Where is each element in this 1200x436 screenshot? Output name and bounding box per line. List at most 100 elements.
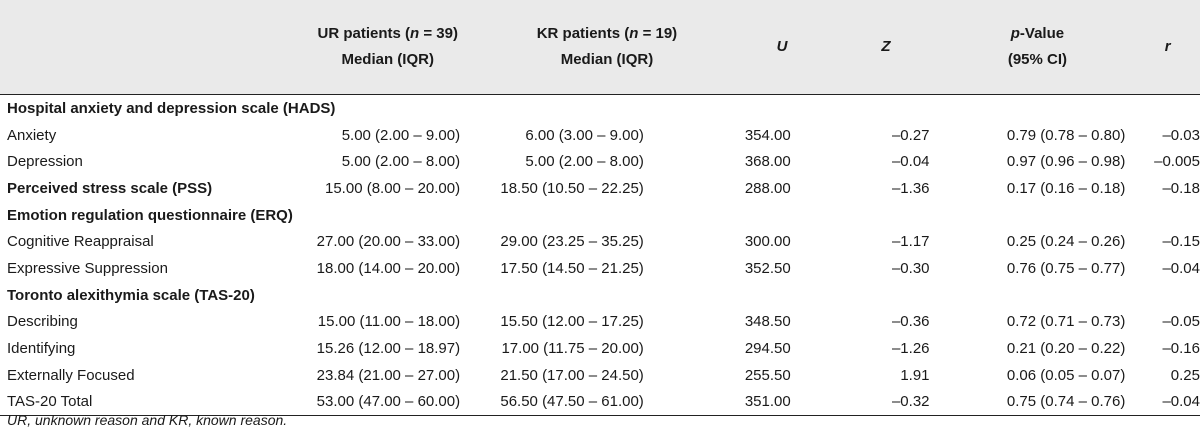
table-row: Cognitive Reappraisal 27.00 (20.00 – 33.0… <box>0 228 1200 255</box>
cell-p: 0.17 (0.16 – 0.18) <box>1006 179 1126 197</box>
cell-u: 288.00 <box>744 179 791 197</box>
table-row: Expressive Suppression 18.00 (14.00 – 20.… <box>0 255 1200 282</box>
cell-r: –0.04 <box>1135 388 1200 417</box>
cell-kr: 18.50 (10.50 – 22.25) <box>500 179 644 197</box>
cell-ur: 18.00 (14.00 – 20.00) <box>316 259 461 277</box>
table-row: Depression 5.00 (2.00 – 8.00) 5.00 (2.00 –… <box>0 148 1200 175</box>
row-label: Perceived stress scale (PSS) <box>7 179 213 197</box>
cell-p: 0.75 (0.74 – 0.76) <box>939 388 1136 417</box>
cell-z: –0.30 <box>891 259 930 277</box>
table-footnote: UR, unknown reason and KR, known reason. <box>7 412 288 428</box>
header-blank <box>0 0 294 95</box>
section-header-row: Emotion regulation questionnaire (ERQ) <box>0 202 1200 229</box>
cell-kr: 15.50 (12.00 – 17.25) <box>500 313 644 331</box>
table-row: TAS-20 Total 53.00 (47.00 – 60.00) 56.50 (… <box>0 388 1200 417</box>
cell-p: 0.97 (0.96 – 0.98) <box>1006 153 1126 171</box>
row-label: Identifying <box>7 340 76 358</box>
header-ur: UR patients (n = 39) Median (IQR) <box>293 0 483 95</box>
section-label: Toronto alexithymia scale (TAS-20) <box>7 286 255 304</box>
cell-u: 255.50 <box>744 366 791 384</box>
cell-p: 0.06 (0.05 – 0.07) <box>1006 366 1126 384</box>
header-ur-n: n <box>410 25 420 42</box>
header-ur-pre: UR patients ( <box>317 25 410 42</box>
cell-kr: 17.50 (14.50 – 21.25) <box>500 259 644 277</box>
cell-p: 0.25 (0.24 – 0.26) <box>1006 233 1126 251</box>
cell-r: –0.18 <box>1162 179 1200 197</box>
cell-u: 368.00 <box>744 153 791 171</box>
cell-u: 348.50 <box>744 313 791 331</box>
table-row: Describing 15.00 (11.00 – 18.00) 15.50 (12… <box>0 309 1200 336</box>
cell-z: –1.26 <box>891 340 930 358</box>
header-ur-sub: Median (IQR) <box>341 51 434 68</box>
cell-ur: 5.00 (2.00 – 8.00) <box>341 153 461 171</box>
header-kr-post: = 19) <box>638 25 678 42</box>
cell-r: –0.05 <box>1162 313 1200 331</box>
cell-z: –0.36 <box>891 313 930 331</box>
cell-ur: 5.00 (2.00 – 9.00) <box>341 126 461 144</box>
section-label: Emotion regulation questionnaire (ERQ) <box>7 206 293 224</box>
row-label: Cognitive Reappraisal <box>7 233 154 251</box>
header-kr: KR patients (n = 19) Median (IQR) <box>482 0 732 95</box>
header-z-label: Z <box>881 38 891 55</box>
table-row: Identifying 15.26 (12.00 – 18.97) 17.00 (1… <box>0 335 1200 362</box>
header-p: p-Value (95% CI) <box>939 0 1136 95</box>
cell-ur: 27.00 (20.00 – 33.00) <box>316 233 461 251</box>
cell-u: 351.00 <box>731 388 833 417</box>
cell-r: –0.16 <box>1162 340 1200 358</box>
cell-p: 0.72 (0.71 – 0.73) <box>1006 313 1126 331</box>
header-p-rest: -Value <box>1019 25 1065 42</box>
cell-ur: 15.00 (11.00 – 18.00) <box>317 313 461 331</box>
cell-ur: 15.00 (8.00 – 20.00) <box>325 179 461 197</box>
cell-r: 0.25 <box>1170 366 1200 384</box>
cell-u: 294.50 <box>744 340 791 358</box>
results-table: UR patients (n = 39) Median (IQR) KR pat… <box>0 0 1200 417</box>
cell-p: 0.21 (0.20 – 0.22) <box>1006 340 1126 358</box>
cell-ur: 23.84 (21.00 – 27.00) <box>316 366 461 384</box>
header-u-label: U <box>776 38 788 55</box>
section-label: Hospital anxiety and depression scale (H… <box>7 99 336 117</box>
cell-kr: 17.00 (11.75 – 20.00) <box>501 340 644 358</box>
cell-z: –0.32 <box>832 388 940 417</box>
cell-z: –1.36 <box>891 179 930 197</box>
cell-r: –0.03 <box>1162 126 1200 144</box>
cell-z: 1.91 <box>900 366 930 384</box>
header-u: U <box>731 0 833 95</box>
table-header-row: UR patients (n = 39) Median (IQR) KR pat… <box>0 0 1200 95</box>
section-header-row: Hospital anxiety and depression scale (H… <box>0 95 1200 122</box>
section-header-row: Toronto alexithymia scale (TAS-20) <box>0 282 1200 309</box>
cell-r: –0.005 <box>1154 153 1200 171</box>
row-label: Depression <box>7 153 83 171</box>
header-p-sub: (95% CI) <box>1007 51 1068 68</box>
row-label: Describing <box>7 313 78 331</box>
header-kr-pre: KR patients ( <box>536 25 630 42</box>
row-label: TAS-20 Total <box>0 388 294 417</box>
cell-ur: 15.26 (12.00 – 18.97) <box>316 340 461 358</box>
cell-kr: 21.50 (17.00 – 24.50) <box>500 366 644 384</box>
header-kr-n: n <box>629 25 639 42</box>
header-z: Z <box>832 0 940 95</box>
header-kr-sub: Median (IQR) <box>560 51 654 68</box>
cell-r: –0.04 <box>1162 259 1200 277</box>
cell-z: –0.27 <box>891 126 930 144</box>
cell-z: –1.17 <box>891 233 930 251</box>
table-row: Perceived stress scale (PSS) 15.00 (8.00 … <box>0 175 1200 202</box>
cell-p: 0.79 (0.78 – 0.80) <box>1006 126 1126 144</box>
header-p-italic: p <box>1010 25 1020 42</box>
header-r: r <box>1135 0 1200 95</box>
cell-u: 354.00 <box>744 126 791 144</box>
cell-ur: 53.00 (47.00 – 60.00) <box>293 388 483 417</box>
header-r-label: r <box>1164 38 1171 55</box>
cell-kr: 5.00 (2.00 – 8.00) <box>525 153 644 171</box>
header-ur-post: = 39) <box>419 25 458 42</box>
row-label: Expressive Suppression <box>7 259 168 277</box>
cell-r: –0.15 <box>1162 233 1200 251</box>
cell-p: 0.76 (0.75 – 0.77) <box>1006 259 1126 277</box>
table-row: Anxiety 5.00 (2.00 – 9.00) 6.00 (3.00 – 9.… <box>0 122 1200 149</box>
table-row: Externally Focused 23.84 (21.00 – 27.00) 2… <box>0 362 1200 389</box>
cell-z: –0.04 <box>891 153 930 171</box>
row-label: Anxiety <box>7 126 57 144</box>
table-body: Hospital anxiety and depression scale (H… <box>0 95 1200 417</box>
cell-u: 300.00 <box>744 233 791 251</box>
cell-kr: 6.00 (3.00 – 9.00) <box>525 126 644 144</box>
